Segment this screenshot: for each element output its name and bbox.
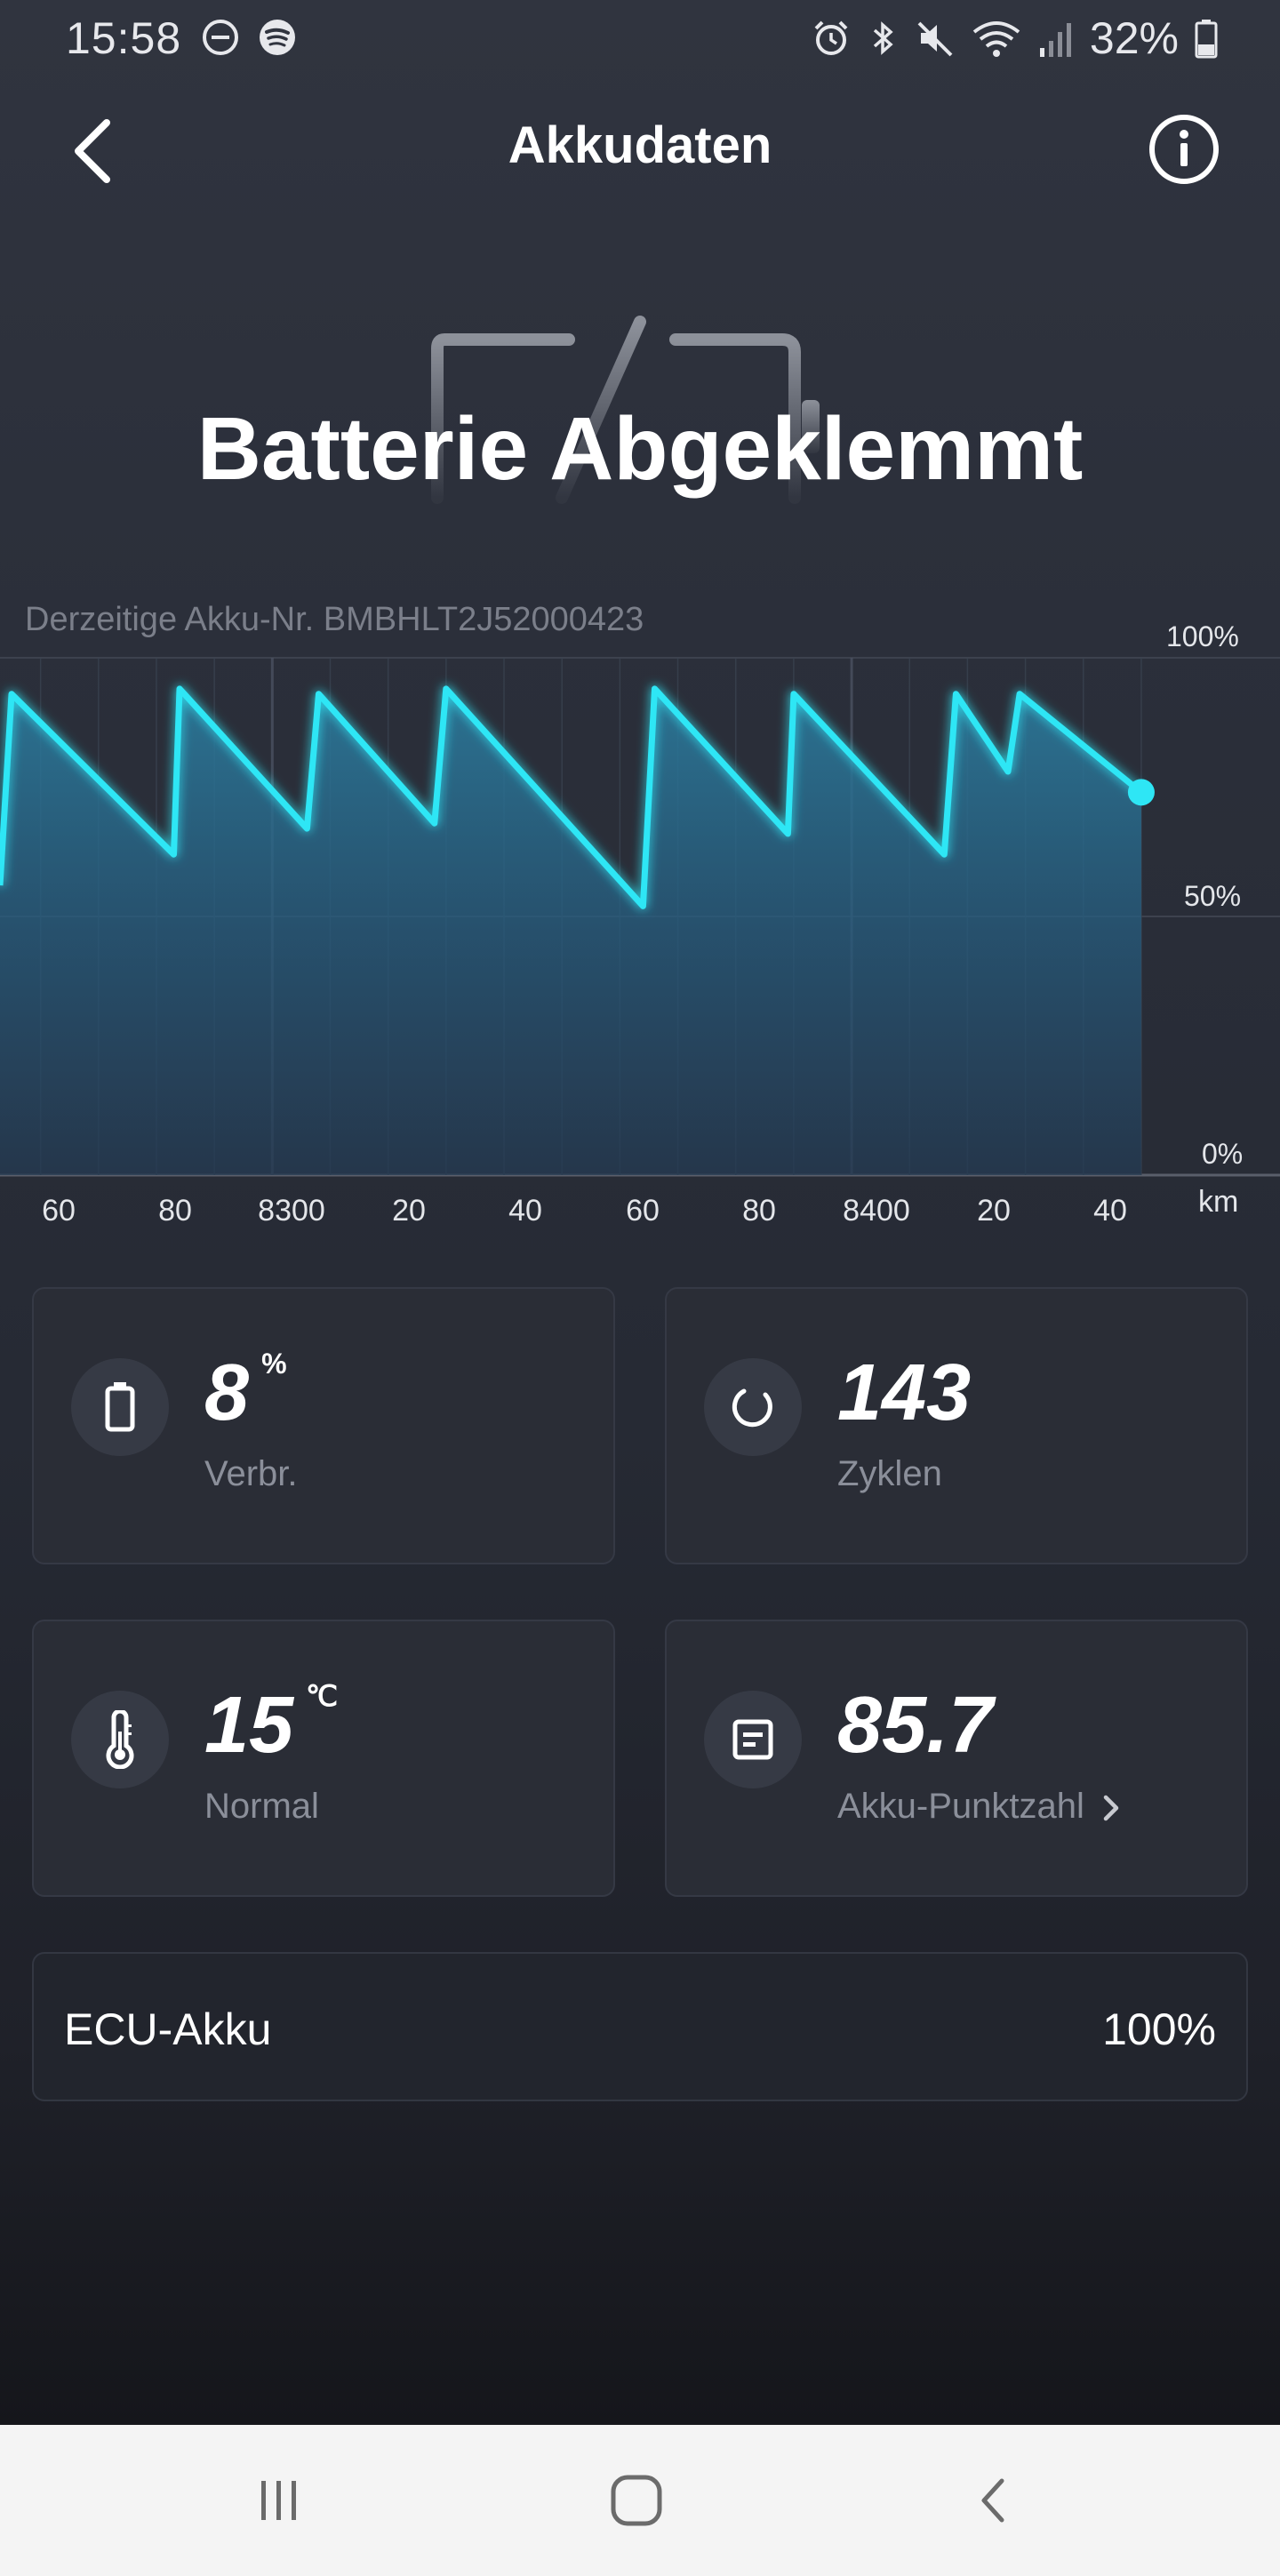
signal-icon: [1039, 23, 1071, 57]
card-icon-wrap: [704, 1691, 802, 1788]
x-tick-label: 40: [508, 1194, 542, 1228]
consumption-value: 8%: [204, 1349, 287, 1433]
battery-disconnected-icon: [431, 316, 820, 504]
cycles-label: Zyklen: [837, 1454, 942, 1493]
recent-apps-button[interactable]: [226, 2460, 332, 2540]
chart-line: [0, 685, 1144, 909]
chevron-left-icon: [75, 119, 110, 183]
chevron-right-icon: [1103, 1796, 1119, 1821]
spotify-icon: [260, 20, 295, 55]
ecu-battery-row: ECU-Akku 100%: [32, 1952, 1248, 2101]
consumption-number: 8: [204, 1348, 250, 1437]
consumption-unit: %: [261, 1348, 287, 1380]
battery-number: Derzeitige Akku-Nr. BMBHLT2J52000423: [25, 601, 644, 638]
home-button[interactable]: [583, 2460, 690, 2540]
battery-chart: 100% 50% 0%: [0, 613, 1280, 1253]
score-label-text: Akku-Punktzahl: [837, 1787, 1084, 1826]
x-tick-label: 60: [626, 1194, 660, 1228]
temperature-value: 15 ℃: [204, 1682, 338, 1765]
x-axis-unit: km: [1198, 1185, 1239, 1219]
ecu-value: 100%: [1102, 2004, 1216, 2054]
x-tick-label: 80: [742, 1194, 776, 1228]
score-card[interactable]: 85.7 Akku-Punktzahl: [665, 1620, 1248, 1897]
hero: Batterie Abgeklemmt: [0, 284, 1280, 516]
nav-back-button[interactable]: [940, 2460, 1047, 2540]
battery-percent: 32%: [1089, 13, 1179, 63]
consumption-card: 8% Verbr.: [32, 1287, 615, 1564]
x-tick-label: 20: [977, 1194, 1011, 1228]
temperature-number: 15: [204, 1681, 294, 1770]
status-right-icons: 32%: [811, 12, 1218, 64]
info-icon: [1149, 115, 1219, 184]
header: Akkudaten: [0, 98, 1280, 196]
x-tick-label: 80: [158, 1194, 192, 1228]
cycles-card: 143 Zyklen: [665, 1287, 1248, 1564]
temperature-unit: ℃: [306, 1680, 339, 1712]
card-icon-wrap: [71, 1358, 169, 1456]
chart-area: [0, 688, 1141, 1175]
alarm-icon: [814, 20, 848, 55]
chart-canvas: [0, 657, 1280, 1177]
system-nav-bar: [0, 2425, 1280, 2576]
battery-outline-icon: [105, 1382, 135, 1432]
score-label[interactable]: Akku-Punktzahl: [837, 1787, 1124, 1827]
chart-end-point: [1127, 779, 1155, 806]
status-bar: 15:58: [0, 0, 1280, 78]
consumption-label: Verbr.: [204, 1454, 298, 1493]
x-tick-label: 8400: [843, 1194, 910, 1228]
x-tick-label: 60: [42, 1194, 76, 1228]
status-left-icons: [201, 18, 297, 57]
page-title: Akkudaten: [508, 116, 772, 174]
y-tick-label: 50%: [1184, 880, 1242, 912]
y-tick-label: 100%: [1166, 620, 1239, 652]
x-tick-label: 8300: [258, 1194, 325, 1228]
back-icon: [981, 2478, 1004, 2523]
back-button[interactable]: [62, 107, 133, 196]
card-icon-wrap: [704, 1358, 802, 1456]
battery-status-title: Batterie Abgeklemmt: [196, 399, 1084, 499]
thermometer-icon: [106, 1710, 134, 1769]
card-icon-wrap: [71, 1691, 169, 1788]
y-tick-label: 0%: [1202, 1138, 1244, 1170]
recent-apps-icon: [261, 2481, 296, 2520]
score-icon: [732, 1719, 773, 1760]
refresh-icon: [732, 1388, 772, 1428]
status-time: 15:58: [66, 13, 182, 63]
score-value: 85.7: [837, 1681, 994, 1770]
temperature-label: Normal: [204, 1787, 319, 1826]
wifi-icon: [972, 21, 1020, 57]
x-tick-label: 20: [392, 1194, 426, 1228]
info-button[interactable]: [1147, 112, 1221, 187]
cycles-value: 143: [837, 1348, 972, 1437]
battery-icon: [1195, 20, 1218, 59]
bluetooth-icon: [873, 21, 893, 55]
mute-icon: [917, 21, 953, 57]
temperature-card: 15 ℃ Normal: [32, 1620, 615, 1897]
home-icon: [611, 2475, 662, 2526]
ecu-label: ECU-Akku: [64, 2004, 272, 2054]
dnd-icon: [203, 20, 238, 55]
x-tick-label: 40: [1093, 1194, 1127, 1228]
